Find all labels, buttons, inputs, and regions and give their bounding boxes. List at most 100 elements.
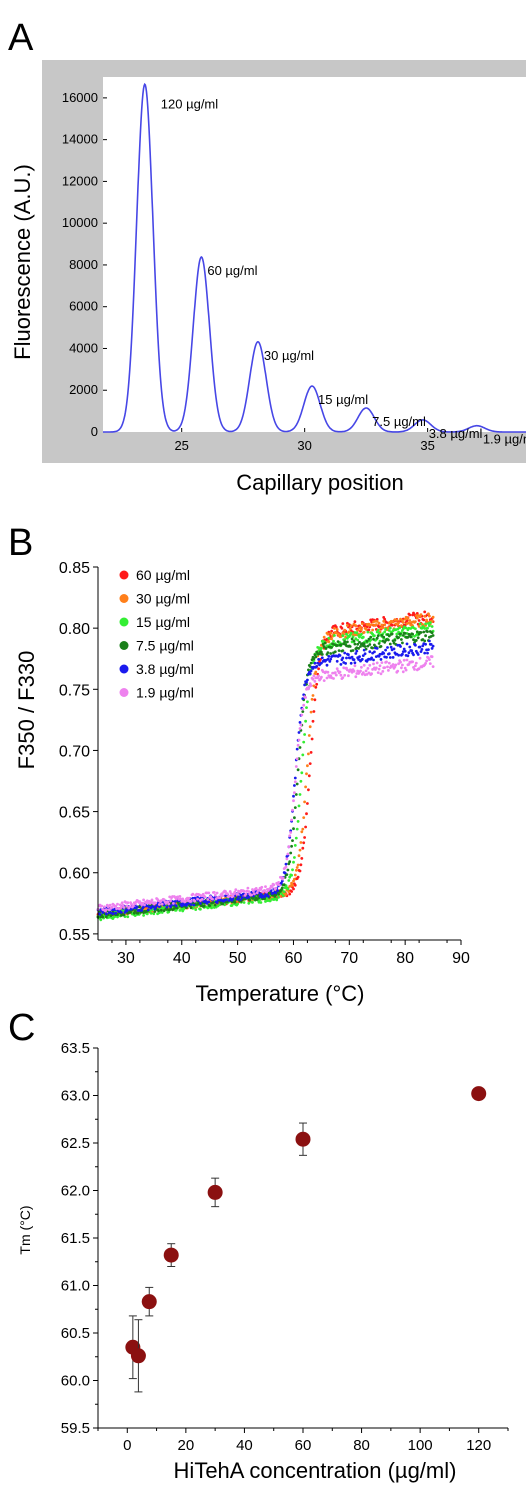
- chart-b-legend: 60 µg/ml 30 µg/ml 15 µg/ml 7.5 µg/ml 3.8 µg/…: [119, 567, 194, 701]
- chart-b-point: [421, 644, 425, 648]
- chart-b-point: [362, 642, 366, 646]
- chart-b-point: [308, 725, 312, 729]
- chart-b-point: [398, 626, 401, 630]
- chart-b-point: [313, 698, 317, 702]
- chart-b-series: [96, 655, 435, 913]
- chart-b-point: [358, 640, 361, 644]
- chart-b-point: [402, 658, 406, 662]
- chart-b-point: [301, 846, 305, 850]
- chart-b-point: [290, 890, 293, 893]
- chart-b-point: [297, 804, 301, 808]
- chart-b-point: [408, 613, 412, 617]
- chart-b-point: [403, 632, 407, 635]
- chart-b-point: [231, 894, 235, 898]
- chart-b-point: [418, 645, 422, 649]
- chart-b-legend-marker: [119, 688, 129, 697]
- chart-b-point: [430, 655, 434, 659]
- chart-b-point: [294, 765, 298, 768]
- chart-b-point: [392, 647, 396, 651]
- chart-b-point: [388, 642, 392, 646]
- chart-b-point: [162, 898, 166, 901]
- chart-b-point: [395, 618, 399, 622]
- chart-b-point: [110, 905, 114, 909]
- chart-b-point: [260, 885, 264, 889]
- chart-b-point: [424, 634, 427, 638]
- chart-b-point: [268, 899, 272, 903]
- chart-b-point: [306, 802, 309, 805]
- chart-b-point: [307, 734, 311, 737]
- chart-b-point: [303, 836, 306, 839]
- chart-b-point: [334, 673, 338, 677]
- chart-b-point: [297, 854, 301, 858]
- chart-b-point: [299, 841, 303, 844]
- chart-c-point: [130, 1348, 146, 1364]
- chart-b-point: [325, 676, 329, 680]
- chart-b-point: [298, 727, 302, 730]
- panel-label-b: B: [8, 522, 33, 564]
- chart-a-ytick-label: 10000: [62, 215, 98, 230]
- chart-a-ytick-label: 8000: [69, 257, 98, 272]
- chart-b-point: [301, 697, 305, 700]
- chart-b-point: [237, 895, 240, 899]
- chart-b-point: [307, 687, 310, 691]
- chart-b-point: [189, 900, 193, 903]
- chart-b-point: [294, 793, 298, 796]
- chart-b-point: [339, 663, 343, 666]
- chart-b-point: [287, 890, 291, 894]
- chart-b-point: [423, 639, 427, 643]
- chart-b-point: [335, 659, 339, 663]
- chart-b-point: [354, 675, 358, 679]
- chart-b-point: [353, 642, 357, 646]
- panel-label-c: C: [8, 1007, 35, 1049]
- chart-b-point: [290, 818, 293, 822]
- chart-b-point: [317, 674, 320, 678]
- chart-b-point: [296, 863, 300, 867]
- chart-b-point: [363, 652, 367, 656]
- chart-b-point: [366, 644, 370, 648]
- chart-b-point: [302, 816, 306, 819]
- chart-b-point: [322, 635, 326, 639]
- chart-b-ytick-label: 0.75: [59, 682, 90, 699]
- chart-b-point: [100, 904, 104, 908]
- chart-a-peak-labels: 120 µg/ml 60 µg/ml 30 µg/ml 15 µg/ml 7.5 µg/…: [161, 96, 526, 446]
- chart-b-point: [108, 903, 112, 907]
- chart-b-point: [375, 647, 379, 650]
- chart-b-point: [301, 753, 305, 757]
- chart-b-point: [393, 638, 397, 642]
- chart-b-point: [208, 904, 212, 907]
- chart-b-point: [312, 657, 316, 661]
- chart-b-point: [412, 653, 415, 657]
- chart-b-point: [165, 905, 169, 909]
- chart-b-point: [338, 670, 342, 674]
- chart-b-point: [414, 627, 417, 631]
- chart-b-point: [286, 852, 290, 856]
- chart-b-point: [317, 667, 320, 671]
- chart-b-point: [268, 887, 272, 890]
- chart-b-point: [360, 622, 364, 625]
- chart-b-point: [229, 892, 233, 895]
- chart-b-point: [339, 673, 343, 677]
- chart-c-ylabel: Tm (°C): [17, 1205, 33, 1254]
- chart-b-point: [282, 890, 286, 894]
- chart-b-xtick-label: 80: [396, 950, 414, 967]
- chart-b-point: [118, 903, 122, 907]
- chart-b-point: [427, 612, 430, 616]
- chart-b-point: [288, 834, 292, 838]
- chart-b-point: [274, 886, 278, 890]
- chart-b-ytick-label: 0.60: [59, 866, 90, 883]
- chart-b-point: [200, 897, 204, 901]
- chart-b-point: [247, 890, 251, 893]
- chart-b-point: [368, 663, 372, 667]
- chart-a-peak-label: 60 µg/ml: [207, 263, 257, 278]
- chart-b-point: [390, 632, 394, 636]
- chart-b-point: [369, 635, 373, 639]
- chart-a-xtick-label: 35: [420, 438, 434, 453]
- chart-b-point: [335, 667, 339, 671]
- chart-b-point: [419, 650, 423, 653]
- chart-b-point: [341, 649, 345, 652]
- chart-b-point: [213, 903, 217, 907]
- chart-b-point: [417, 619, 421, 622]
- chart-b-point: [280, 886, 284, 890]
- chart-b-point: [406, 616, 410, 620]
- chart-b-point: [360, 632, 363, 636]
